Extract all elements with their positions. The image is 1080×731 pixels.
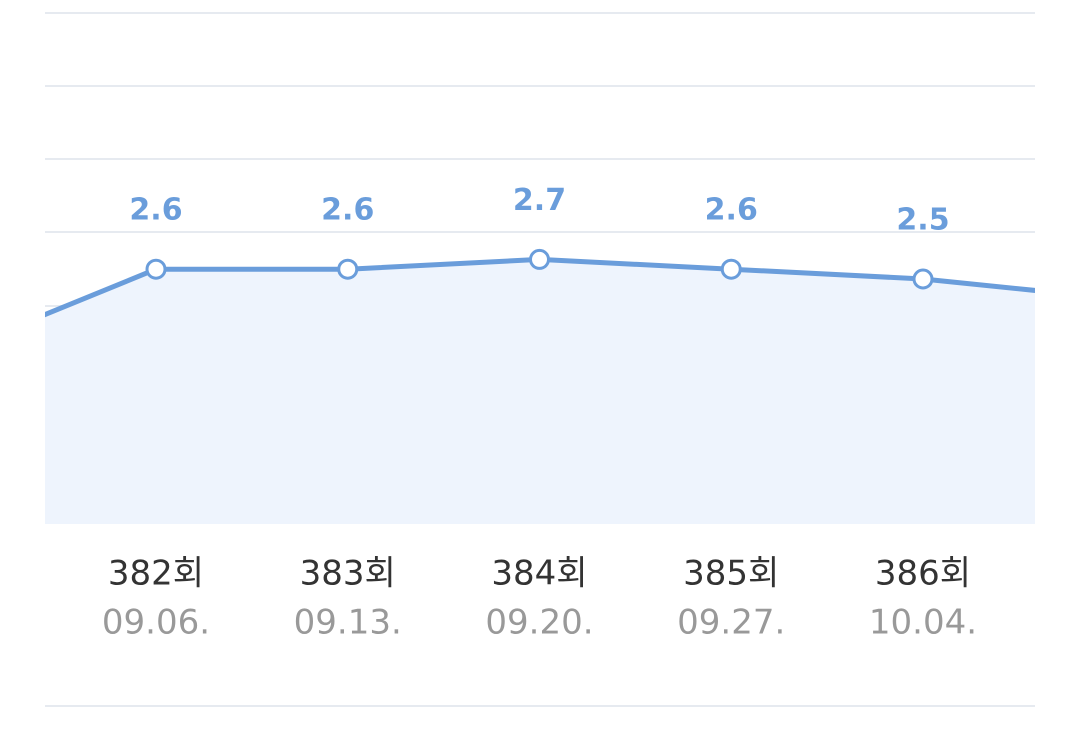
value-label: 2.6: [321, 193, 374, 228]
value-label: 2.5: [896, 203, 949, 238]
x-tick-label: 383회: [300, 554, 396, 594]
x-tick-label: 384회: [491, 554, 587, 594]
value-label: 2.6: [129, 193, 182, 228]
x-tick-label: 386회: [875, 554, 971, 594]
x-date-label: 09.27.: [677, 603, 785, 643]
marker: [912, 268, 934, 290]
plot: [45, 248, 1035, 524]
marker: [720, 258, 742, 280]
marker: [337, 258, 359, 280]
x-tick-label: 385회: [683, 554, 779, 594]
area: [45, 259, 1035, 524]
value-label: 2.6: [705, 193, 758, 228]
x-date-label: 10.04.: [869, 603, 977, 643]
value-label: 2.7: [513, 183, 566, 218]
marker: [145, 258, 167, 280]
x-date-label: 09.13.: [294, 603, 402, 643]
x-tick-label: 382회: [108, 554, 204, 594]
x-date-label: 09.20.: [485, 603, 593, 643]
marker: [529, 248, 550, 270]
x-date-label: 09.06.: [102, 603, 210, 643]
